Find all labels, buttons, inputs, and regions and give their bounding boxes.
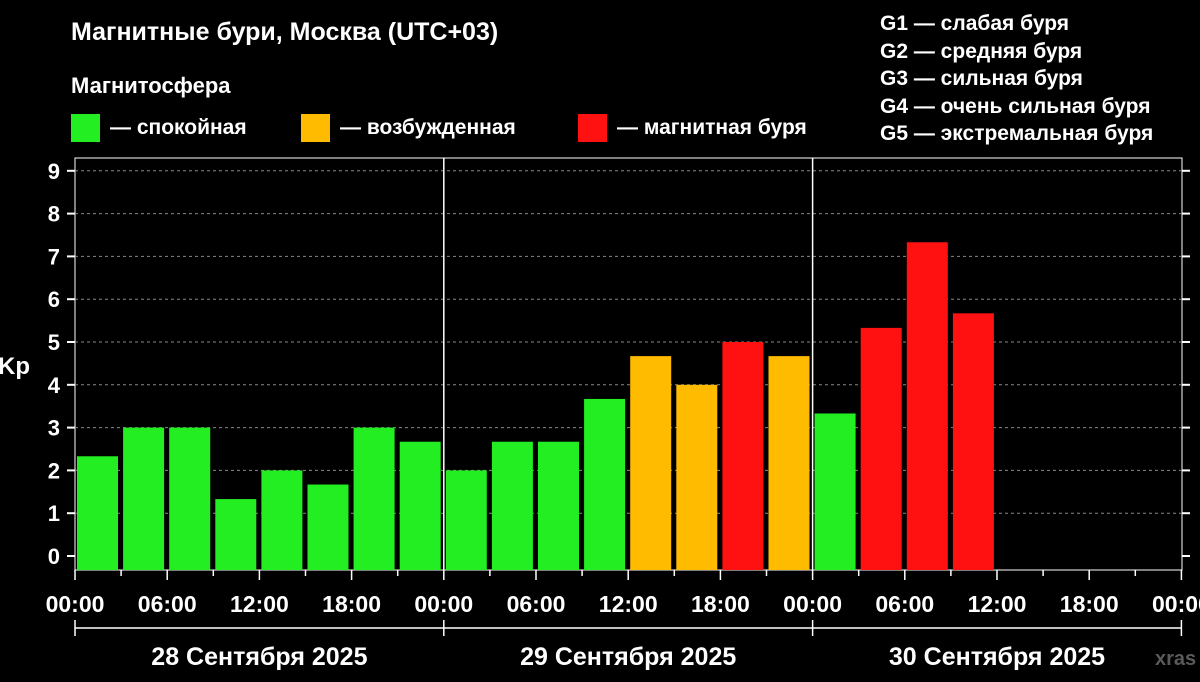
kp-bar	[77, 456, 118, 570]
kp-bar	[491, 441, 533, 570]
day-label: 28 Сентября 2025	[151, 643, 367, 671]
kp-bar	[307, 484, 349, 570]
x-tick-label: 12:00	[968, 591, 1027, 617]
legend-label-storm: — магнитная буря	[617, 116, 807, 139]
g-scale-item-g2: G2 — средняя буря	[880, 39, 1083, 63]
y-tick-label: 6	[48, 287, 60, 312]
kp-bar	[768, 356, 810, 570]
y-tick-label: 5	[48, 330, 60, 355]
kp-bar	[123, 427, 165, 570]
g-scale-legend: G1 — слабая буря G2 — средняя буря G3 — …	[880, 10, 1153, 148]
legend-item-active: — возбужденная	[301, 114, 516, 142]
kp-bar	[906, 242, 948, 570]
legend-label-active: — возбужденная	[340, 116, 516, 139]
kp-bar	[445, 470, 487, 570]
x-tick-label: 12:00	[599, 591, 658, 617]
g-scale-item-g3: G3 — сильная буря	[880, 67, 1083, 90]
kp-bar	[353, 427, 395, 570]
x-tick-label: 06:00	[875, 591, 934, 617]
day-label: 29 Сентября 2025	[520, 643, 736, 671]
kp-bar	[952, 313, 994, 570]
kp-bar	[860, 327, 902, 570]
legend-swatch-calm	[71, 114, 100, 142]
x-tick-label: 00:00	[783, 591, 842, 617]
y-tick-label: 8	[48, 202, 60, 227]
kp-bar	[399, 441, 441, 570]
g-scale-item-g4: G4 — очень сильная буря	[880, 94, 1151, 118]
x-tick-label: 18:00	[322, 591, 381, 617]
day-label: 30 Сентября 2025	[889, 643, 1105, 671]
kp-bar	[814, 413, 856, 570]
legend-swatch-storm	[578, 114, 607, 142]
x-tick-label: 00:00	[1152, 591, 1200, 617]
legend-subtitle: Магнитосфера	[71, 73, 231, 98]
y-tick-label: 0	[48, 544, 60, 569]
legend-swatch-active	[301, 114, 330, 142]
legend-label-calm: — спокойная	[110, 116, 247, 139]
y-tick-label: 3	[48, 416, 60, 441]
y-axis-label: Kp	[0, 353, 30, 380]
kp-bar	[215, 499, 257, 570]
x-tick-label: 12:00	[230, 591, 289, 617]
x-tick-label: 06:00	[138, 591, 197, 617]
kp-bar	[169, 427, 211, 570]
g-scale-item-g1: G1 — слабая буря	[880, 12, 1070, 35]
x-tick-label: 00:00	[414, 591, 473, 617]
x-tick-label: 18:00	[1060, 591, 1119, 617]
x-tick-label: 00:00	[46, 591, 105, 617]
y-tick-label: 2	[48, 458, 60, 483]
x-tick-label: 18:00	[691, 591, 750, 617]
y-tick-label: 9	[48, 159, 60, 184]
y-tick-label: 7	[48, 244, 60, 269]
kp-bar	[676, 384, 718, 570]
kp-bar	[722, 342, 764, 570]
y-tick-label: 1	[48, 501, 60, 526]
kp-bar	[630, 356, 672, 570]
legend-item-calm: — спокойная	[71, 114, 247, 142]
g-scale-item-g5: G5 — экстремальная буря	[880, 122, 1154, 145]
y-tick-label: 4	[48, 373, 61, 398]
kp-bar	[261, 470, 303, 570]
x-tick-label: 06:00	[507, 591, 566, 617]
kp-bar	[584, 398, 626, 570]
watermark: xras	[1155, 648, 1197, 670]
legend-item-storm: — магнитная буря	[578, 114, 807, 142]
kp-bar	[538, 441, 579, 570]
chart-title: Магнитные бури, Москва (UTC+03)	[71, 18, 499, 46]
